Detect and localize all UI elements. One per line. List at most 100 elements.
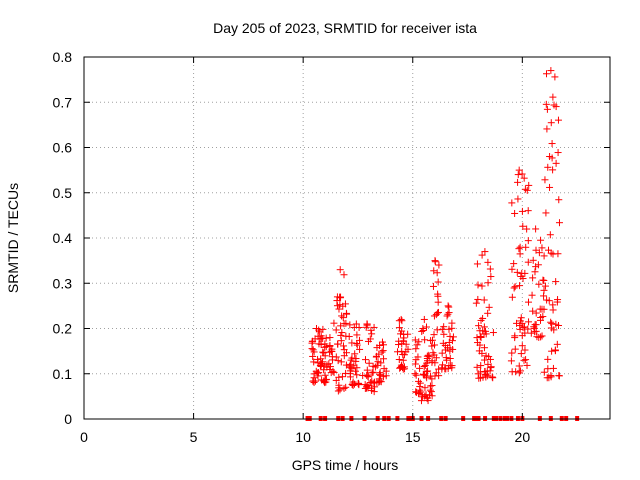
data-point <box>551 346 559 354</box>
data-point <box>361 356 369 364</box>
data-point <box>481 367 489 375</box>
data-point <box>522 356 530 364</box>
data-point <box>440 330 448 338</box>
data-point <box>431 257 439 265</box>
x-tick-label: 20 <box>515 429 531 445</box>
data-point <box>418 327 426 335</box>
y-tick-label: 0.8 <box>53 49 73 65</box>
data-point <box>524 325 532 333</box>
data-point <box>523 186 531 194</box>
data-point <box>477 362 485 370</box>
data-point <box>523 225 531 233</box>
data-point <box>314 355 322 363</box>
data-point <box>515 362 523 370</box>
data-point <box>516 282 524 290</box>
data-point <box>412 371 420 379</box>
data-point <box>396 330 404 338</box>
data-point <box>508 349 516 357</box>
data-point <box>348 354 356 362</box>
data-point <box>375 378 383 386</box>
data-point <box>524 207 532 215</box>
data-point <box>550 101 558 109</box>
data-point <box>314 372 322 380</box>
data-point <box>313 325 321 332</box>
data-point <box>337 358 345 366</box>
data-point <box>448 337 456 345</box>
data-point <box>398 317 406 325</box>
data-point <box>368 386 376 394</box>
data-point <box>540 252 548 260</box>
data-point <box>425 353 433 361</box>
data-point <box>517 350 525 358</box>
data-point <box>419 370 427 378</box>
data-point <box>480 296 488 304</box>
data-point <box>529 256 537 264</box>
data-point <box>439 361 447 369</box>
data-point <box>338 312 346 320</box>
data-point <box>550 326 558 334</box>
data-point <box>340 352 348 360</box>
data-point <box>528 291 536 299</box>
data-point <box>519 222 527 230</box>
data-point <box>431 341 439 349</box>
data-point <box>521 346 529 354</box>
data-point <box>413 341 421 349</box>
data-point <box>434 298 442 306</box>
data-point <box>554 149 562 157</box>
data-point <box>430 331 438 339</box>
data-point <box>521 329 529 337</box>
data-point <box>438 349 446 357</box>
data-point <box>402 340 410 348</box>
data-point <box>480 344 488 352</box>
data-point <box>337 293 345 301</box>
data-point <box>339 342 347 350</box>
data-point <box>444 365 452 373</box>
data-point <box>555 219 563 227</box>
data-point <box>518 207 526 215</box>
data-point <box>327 347 335 355</box>
data-point <box>479 327 487 335</box>
data-point <box>518 342 526 350</box>
y-tick-label: 0 <box>64 411 72 427</box>
data-point <box>485 303 493 311</box>
data-point <box>326 334 334 342</box>
data-point <box>554 116 562 124</box>
data-point <box>332 353 340 361</box>
data-point <box>368 377 376 385</box>
y-tick-label: 0.4 <box>53 230 73 246</box>
data-point <box>485 353 493 361</box>
data-point <box>549 93 557 101</box>
data-point <box>335 381 343 389</box>
data-point <box>534 261 542 269</box>
data-point <box>508 199 516 207</box>
data-point <box>515 166 523 174</box>
data-point <box>540 286 548 294</box>
data-point <box>521 269 529 277</box>
data-point <box>433 309 441 317</box>
data-point <box>545 246 553 254</box>
data-point <box>537 236 545 244</box>
data-point <box>475 322 483 330</box>
data-point <box>363 366 371 374</box>
data-point <box>341 300 349 308</box>
data-point <box>531 321 539 329</box>
data-point <box>549 250 557 258</box>
data-point <box>486 265 494 273</box>
data-point <box>547 67 555 75</box>
data-point <box>473 363 481 371</box>
data-point <box>380 355 388 363</box>
data-point <box>535 249 543 257</box>
data-point <box>549 306 557 314</box>
data-point <box>415 390 423 398</box>
x-tick-label: 5 <box>190 429 198 445</box>
data-point <box>549 166 557 174</box>
data-point <box>411 370 419 378</box>
data-point <box>508 293 516 301</box>
x-tick-label: 15 <box>405 429 421 445</box>
data-point <box>434 290 442 298</box>
data-point <box>536 305 544 313</box>
data-point <box>415 338 423 346</box>
data-point <box>487 273 495 281</box>
data-point <box>539 313 547 321</box>
data-point <box>518 170 526 178</box>
